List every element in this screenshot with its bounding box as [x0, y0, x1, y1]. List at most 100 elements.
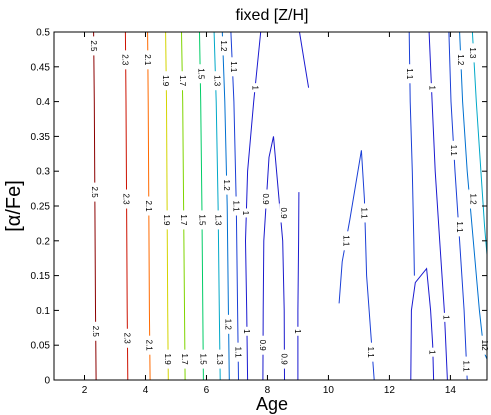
- y-tick-label: 0.05: [31, 341, 51, 352]
- contour-label: 1.1: [234, 347, 243, 359]
- contour-label-bg: [241, 208, 252, 218]
- contour-label: 1.1: [359, 207, 368, 219]
- contour-label-bg: [468, 189, 479, 209]
- contour-label: 1.5: [196, 68, 205, 80]
- contour-label-bg: [143, 196, 154, 216]
- contour-label-bg: [161, 71, 172, 91]
- contour-label: 0.9: [258, 340, 267, 352]
- contour-label: 1.2: [224, 319, 233, 331]
- contour-label-bg: [179, 210, 190, 230]
- contour-label-bg: [213, 210, 224, 230]
- contour-label-bg: [89, 182, 100, 202]
- contour-label: 2.1: [144, 200, 153, 212]
- y-tick-label: 0.2: [36, 236, 50, 247]
- x-axis-label: Age: [256, 394, 288, 414]
- contour-label-bg: [231, 196, 242, 216]
- contour-label-bg: [144, 335, 155, 355]
- contour-label-bg: [222, 175, 233, 195]
- contour-label: 1.1: [366, 347, 375, 359]
- contour-label-bg: [467, 43, 478, 63]
- contour-label: 1: [242, 329, 251, 334]
- contour-label: 1.1: [462, 361, 471, 373]
- contour-label-bg: [258, 335, 269, 355]
- contour-label-bg: [279, 203, 290, 223]
- contour-label-bg: [359, 203, 370, 223]
- contour-line-1: [299, 31, 310, 88]
- contour-label: 2.5: [91, 326, 100, 338]
- contour-label: 1: [250, 85, 259, 90]
- contour-label: 0.9: [280, 354, 289, 366]
- contour-label: 1.1: [231, 200, 240, 212]
- contour-label: 1.1: [229, 61, 238, 73]
- y-tick-label: 0.45: [31, 62, 51, 73]
- contour-label-bg: [233, 342, 244, 362]
- contour-label-bg: [142, 50, 153, 70]
- contour-label: 1.2: [222, 180, 231, 192]
- contour-label-bg: [223, 314, 234, 334]
- contour-label-bg: [250, 83, 261, 93]
- contour-label: 1: [293, 329, 302, 334]
- contour-label: 1.3: [214, 214, 223, 226]
- contour-label: 1.7: [180, 354, 189, 366]
- x-tick-label: 12: [384, 385, 396, 396]
- contour-label-bg: [90, 321, 101, 341]
- contour-label: 1.1: [342, 235, 351, 247]
- contour-label: 2.5: [90, 187, 99, 199]
- contour-label: 1.3: [468, 47, 477, 59]
- contour-label-bg: [163, 349, 174, 369]
- contour-label-bg: [242, 326, 253, 336]
- y-tick-label: 0.35: [31, 132, 51, 143]
- x-tick-label: 10: [323, 385, 335, 396]
- contour-label: 1.9: [162, 214, 171, 226]
- contour-label: 1.5: [198, 354, 207, 366]
- contour-label: 1.9: [161, 75, 170, 87]
- y-tick-label: 0.25: [31, 202, 51, 213]
- contour-line-1: [410, 267, 435, 381]
- contour-label-bg: [427, 83, 438, 93]
- contour-label: 1: [442, 315, 451, 320]
- contour-label: 0.9: [261, 193, 270, 205]
- contour-label: 1.3: [212, 75, 221, 87]
- contour-label: 1.1: [449, 145, 458, 157]
- y-tick-label: 0.4: [36, 97, 50, 108]
- contour-label-bg: [292, 326, 303, 336]
- y-tick-label: 0.5: [36, 28, 50, 39]
- contour-label-bg: [121, 189, 132, 209]
- contour-label: 1.7: [179, 214, 188, 226]
- contour-label: 2.1: [145, 340, 154, 352]
- contour-label-bg: [177, 71, 188, 91]
- contour-label: 2.3: [122, 193, 131, 205]
- contour-label-bg: [427, 347, 438, 357]
- contour-labels: 2.5 2.5 2.5 2.3 2.3 2.3 2.1 2.1 2.1 1.9 1.9 1.9 1.7 1…: [89, 36, 491, 376]
- y-tick-label: 0.1: [36, 306, 50, 317]
- contour-label-bg: [279, 349, 290, 369]
- contour-label: 1.2: [468, 193, 477, 205]
- contour-line-1-5: [199, 31, 204, 381]
- contour-label-bg: [215, 349, 226, 369]
- contour-label: 1.3: [215, 354, 224, 366]
- contour-label-bg: [120, 50, 131, 70]
- y-tick-label: 0.3: [36, 167, 50, 178]
- contour-lines: [93, 31, 488, 381]
- x-tick-label: 8: [265, 385, 271, 396]
- contour-label: 1.5: [198, 214, 207, 226]
- contour-line-1: [297, 192, 300, 380]
- contour-label-bg: [197, 210, 208, 230]
- x-tick-label: 14: [445, 385, 457, 396]
- contour-line-1-1: [448, 31, 468, 381]
- contour-label: 1.7: [178, 75, 187, 87]
- contour-label-bg: [405, 64, 416, 84]
- contour-label: 1: [241, 211, 250, 216]
- contour-label: 1.2: [456, 54, 465, 66]
- contour-label-bg: [219, 36, 230, 56]
- contour-line-1-3: [471, 31, 488, 255]
- x-tick-label: 6: [204, 385, 210, 396]
- contour-label-bg: [122, 328, 133, 348]
- contour-label-bg: [441, 312, 452, 322]
- contour-label: 1: [428, 350, 437, 355]
- contour-label-bg: [449, 140, 460, 160]
- contour-label: 2.3: [121, 54, 130, 66]
- contour-label: 1.1: [405, 68, 414, 80]
- contour-label-bg: [212, 71, 223, 91]
- contour-label-bg: [162, 210, 173, 230]
